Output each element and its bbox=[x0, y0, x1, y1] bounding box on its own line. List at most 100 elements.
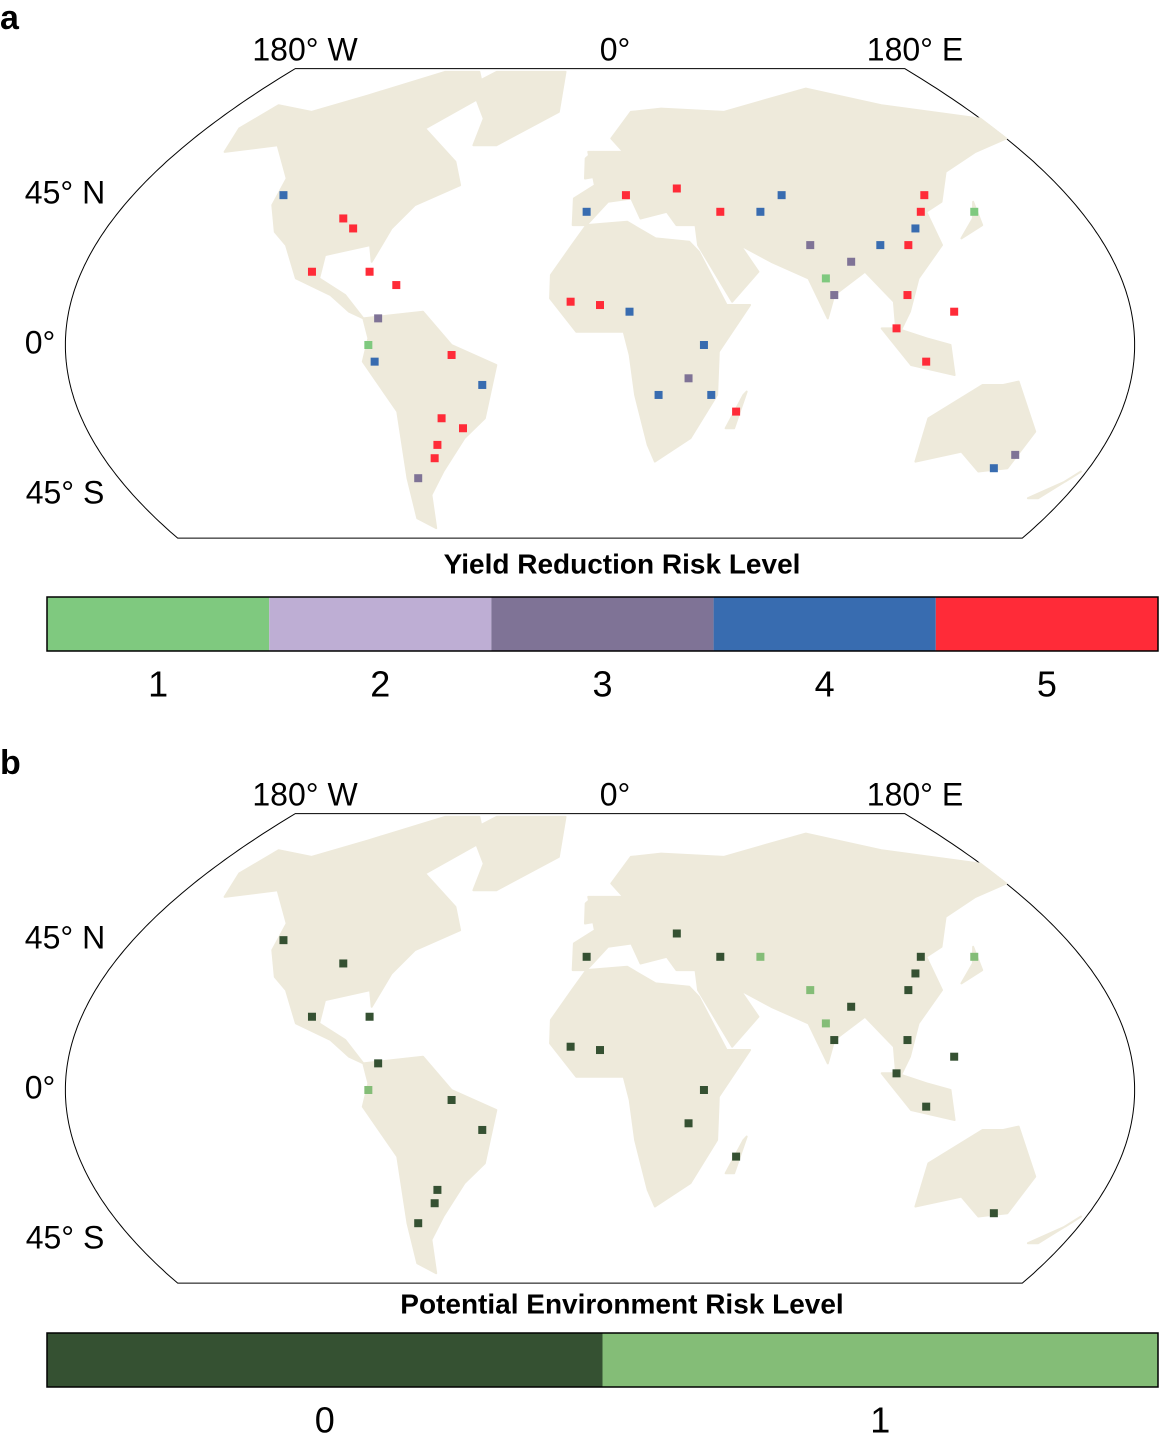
legend-label: 3 bbox=[592, 664, 612, 705]
risk-point bbox=[433, 440, 442, 449]
lat-label: 45° S bbox=[26, 474, 105, 510]
risk-point bbox=[478, 1125, 487, 1134]
risk-point bbox=[307, 267, 316, 276]
risk-point bbox=[903, 1036, 912, 1045]
legend-label: 1 bbox=[870, 1400, 890, 1439]
legend-swatch bbox=[269, 597, 492, 651]
risk-point bbox=[433, 1185, 442, 1194]
risk-point bbox=[414, 474, 423, 483]
land bbox=[960, 200, 984, 240]
risk-point bbox=[847, 257, 856, 266]
risk-point bbox=[821, 274, 830, 283]
risk-point bbox=[672, 184, 681, 193]
legend-swatch bbox=[47, 1333, 603, 1387]
land bbox=[549, 965, 752, 1208]
land bbox=[571, 87, 1008, 340]
legend-label: 2 bbox=[370, 664, 390, 705]
land bbox=[584, 150, 606, 180]
risk-point bbox=[707, 390, 716, 399]
risk-point bbox=[911, 969, 920, 978]
risk-point bbox=[684, 374, 693, 383]
legend-title: Potential Environment Risk Level bbox=[400, 1288, 843, 1319]
risk-point bbox=[459, 424, 468, 433]
risk-point bbox=[414, 1219, 423, 1228]
risk-point bbox=[732, 1152, 741, 1161]
risk-point bbox=[716, 207, 725, 216]
risk-point bbox=[876, 241, 885, 250]
risk-point bbox=[364, 341, 373, 349]
risk-point bbox=[430, 454, 439, 463]
risk-point bbox=[821, 1019, 830, 1028]
lat-label: 45° S bbox=[26, 1219, 105, 1255]
risk-point bbox=[903, 291, 912, 300]
risk-point bbox=[911, 224, 920, 233]
legend-border bbox=[46, 596, 1159, 652]
risk-point bbox=[621, 191, 630, 200]
land bbox=[571, 832, 1008, 1085]
risk-point bbox=[625, 307, 634, 316]
risk-point bbox=[596, 1046, 604, 1055]
risk-point bbox=[892, 1069, 901, 1078]
land bbox=[549, 220, 752, 463]
risk-point bbox=[950, 1052, 959, 1061]
risk-point bbox=[339, 959, 348, 968]
risk-point bbox=[478, 380, 487, 389]
legend-label: 1 bbox=[148, 664, 168, 705]
risk-point bbox=[279, 191, 288, 200]
risk-point bbox=[374, 1059, 383, 1068]
land bbox=[914, 1125, 1037, 1218]
land bbox=[470, 815, 567, 892]
risk-point bbox=[950, 307, 959, 316]
land bbox=[361, 310, 498, 530]
risk-point bbox=[970, 207, 979, 216]
risk-point bbox=[916, 207, 925, 216]
risk-point bbox=[830, 1036, 839, 1045]
risk-point bbox=[756, 207, 765, 216]
risk-point bbox=[370, 357, 379, 366]
land bbox=[1026, 470, 1082, 500]
panel-label: b bbox=[0, 744, 21, 782]
risk-point bbox=[672, 929, 681, 938]
risk-point bbox=[437, 414, 446, 423]
land bbox=[361, 1055, 498, 1275]
risk-point bbox=[582, 952, 591, 961]
risk-point bbox=[654, 390, 663, 399]
legend-swatch bbox=[47, 597, 270, 651]
risk-point bbox=[806, 241, 815, 250]
risk-point bbox=[582, 207, 591, 216]
risk-point bbox=[349, 224, 358, 233]
risk-point bbox=[756, 952, 765, 961]
lon-label: 180° E bbox=[867, 776, 963, 812]
risk-point bbox=[596, 301, 604, 310]
legend-swatch bbox=[491, 597, 714, 651]
risk-point bbox=[279, 936, 288, 945]
risk-point bbox=[1011, 450, 1020, 459]
risk-point bbox=[989, 464, 998, 473]
legend-label: 0 bbox=[315, 1400, 335, 1439]
lat-label: 45° N bbox=[25, 919, 105, 955]
risk-point bbox=[447, 1095, 456, 1104]
land bbox=[960, 945, 984, 985]
land bbox=[470, 70, 567, 147]
legend-swatch bbox=[602, 1333, 1158, 1387]
risk-point bbox=[339, 214, 348, 223]
risk-point bbox=[904, 986, 913, 995]
land bbox=[914, 380, 1037, 473]
risk-point bbox=[716, 952, 725, 961]
risk-point bbox=[392, 281, 401, 290]
legend-title: Yield Reduction Risk Level bbox=[444, 548, 801, 579]
legend-label: 5 bbox=[1037, 664, 1057, 705]
lat-label: 45° N bbox=[25, 174, 105, 210]
risk-point bbox=[365, 1012, 374, 1021]
risk-point bbox=[684, 1119, 693, 1128]
risk-point bbox=[364, 1086, 373, 1094]
risk-point bbox=[847, 1002, 856, 1011]
land bbox=[1026, 1215, 1082, 1245]
lon-label: 180° W bbox=[252, 776, 358, 812]
risk-point bbox=[916, 952, 925, 961]
lat-label: 0° bbox=[25, 324, 56, 360]
land bbox=[223, 70, 486, 320]
land bbox=[223, 815, 486, 1065]
risk-point bbox=[566, 1042, 575, 1051]
